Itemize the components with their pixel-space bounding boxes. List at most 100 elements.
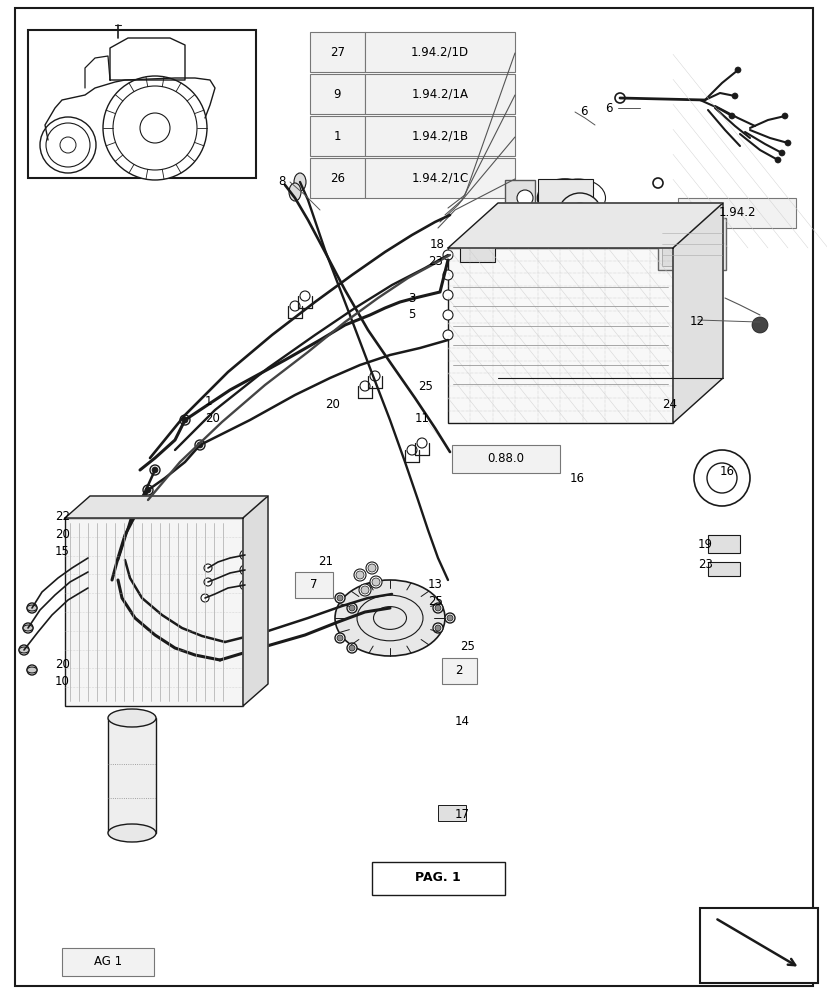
Text: 1.94.2: 1.94.2 bbox=[717, 207, 755, 220]
Circle shape bbox=[337, 635, 342, 641]
Polygon shape bbox=[447, 203, 722, 248]
Circle shape bbox=[653, 178, 662, 188]
Text: 19: 19 bbox=[697, 538, 712, 551]
Circle shape bbox=[442, 290, 452, 300]
Circle shape bbox=[152, 467, 158, 473]
Bar bbox=[62, 948, 154, 976]
Text: 25: 25 bbox=[418, 380, 433, 393]
Circle shape bbox=[103, 76, 207, 180]
Circle shape bbox=[442, 330, 452, 340]
Text: 14: 14 bbox=[455, 715, 470, 728]
Text: 9: 9 bbox=[333, 88, 341, 101]
Circle shape bbox=[241, 567, 248, 573]
Circle shape bbox=[567, 203, 591, 227]
Circle shape bbox=[354, 569, 366, 581]
Text: 3: 3 bbox=[408, 292, 415, 305]
Circle shape bbox=[356, 571, 364, 579]
Circle shape bbox=[195, 440, 205, 450]
Text: 1.94.2/1B: 1.94.2/1B bbox=[411, 130, 468, 143]
Text: AG 1: AG 1 bbox=[93, 955, 122, 968]
Circle shape bbox=[335, 633, 345, 643]
Bar bbox=[677, 198, 795, 228]
Ellipse shape bbox=[108, 824, 155, 842]
Ellipse shape bbox=[27, 605, 37, 611]
Text: 20: 20 bbox=[205, 412, 220, 425]
Bar bbox=[699, 908, 817, 983]
Text: 23: 23 bbox=[697, 558, 712, 571]
Ellipse shape bbox=[294, 173, 306, 191]
Ellipse shape bbox=[289, 183, 301, 201]
Circle shape bbox=[335, 593, 345, 603]
Circle shape bbox=[367, 564, 375, 572]
Circle shape bbox=[360, 381, 370, 391]
Text: 6: 6 bbox=[579, 105, 587, 118]
Circle shape bbox=[347, 643, 356, 653]
Circle shape bbox=[241, 582, 248, 588]
Text: 0.88.0: 0.88.0 bbox=[487, 452, 523, 466]
Circle shape bbox=[784, 140, 790, 146]
Text: 2: 2 bbox=[455, 664, 462, 678]
Circle shape bbox=[182, 417, 188, 423]
Text: 16: 16 bbox=[719, 465, 734, 478]
Bar bbox=[662, 222, 721, 266]
Text: 27: 27 bbox=[330, 46, 345, 59]
Circle shape bbox=[614, 93, 624, 103]
Bar bbox=[309, 158, 365, 198]
Bar bbox=[538, 179, 592, 217]
Polygon shape bbox=[242, 496, 268, 706]
Circle shape bbox=[557, 193, 601, 237]
Text: 11: 11 bbox=[414, 412, 429, 425]
Bar bbox=[657, 218, 725, 270]
Circle shape bbox=[240, 580, 250, 590]
Text: 5: 5 bbox=[408, 308, 415, 321]
Text: 6: 6 bbox=[605, 102, 612, 115]
Ellipse shape bbox=[108, 709, 155, 727]
Circle shape bbox=[371, 578, 380, 586]
Circle shape bbox=[706, 463, 736, 493]
Text: PAG. 1: PAG. 1 bbox=[414, 871, 461, 884]
Bar bbox=[452, 445, 559, 473]
Circle shape bbox=[407, 445, 417, 455]
Circle shape bbox=[347, 603, 356, 613]
Text: 20: 20 bbox=[325, 398, 339, 411]
Circle shape bbox=[370, 576, 381, 588]
Circle shape bbox=[361, 586, 369, 594]
Circle shape bbox=[60, 137, 76, 153]
Circle shape bbox=[370, 371, 380, 381]
Circle shape bbox=[203, 564, 212, 572]
Circle shape bbox=[289, 301, 299, 311]
Bar bbox=[447, 248, 672, 423]
Circle shape bbox=[179, 415, 189, 425]
Text: 1: 1 bbox=[333, 130, 341, 143]
Circle shape bbox=[359, 584, 370, 596]
Text: 1.94.2/1C: 1.94.2/1C bbox=[411, 172, 468, 185]
Text: 18: 18 bbox=[429, 238, 444, 251]
Circle shape bbox=[46, 123, 90, 167]
Bar bbox=[365, 158, 514, 198]
Circle shape bbox=[693, 450, 749, 506]
Text: 8: 8 bbox=[278, 175, 285, 188]
Circle shape bbox=[778, 150, 784, 156]
Circle shape bbox=[27, 665, 37, 675]
Text: 25: 25 bbox=[460, 640, 475, 653]
Text: 22: 22 bbox=[55, 510, 70, 523]
Polygon shape bbox=[65, 496, 268, 518]
Ellipse shape bbox=[27, 667, 37, 673]
Circle shape bbox=[19, 645, 29, 655]
Text: 7: 7 bbox=[310, 578, 318, 591]
Circle shape bbox=[574, 210, 585, 220]
Text: 20: 20 bbox=[55, 658, 69, 671]
Circle shape bbox=[417, 438, 427, 448]
Text: 21: 21 bbox=[318, 555, 332, 568]
Bar bbox=[437, 805, 466, 821]
Text: 1.94.2/1D: 1.94.2/1D bbox=[410, 46, 469, 59]
Circle shape bbox=[442, 270, 452, 280]
Circle shape bbox=[442, 250, 452, 260]
Bar bbox=[371, 862, 504, 895]
Circle shape bbox=[433, 623, 442, 633]
Text: 12: 12 bbox=[689, 315, 704, 328]
Circle shape bbox=[27, 603, 37, 613]
Text: 13: 13 bbox=[428, 578, 442, 591]
Circle shape bbox=[734, 67, 740, 73]
Circle shape bbox=[197, 442, 203, 448]
